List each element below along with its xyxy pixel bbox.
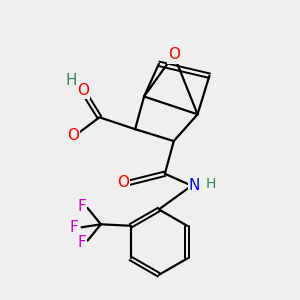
Text: F: F xyxy=(70,220,79,235)
Text: O: O xyxy=(67,128,79,142)
Text: N: N xyxy=(189,178,200,193)
Text: O: O xyxy=(117,175,129,190)
Text: O: O xyxy=(77,83,89,98)
Text: H: H xyxy=(65,73,77,88)
Text: F: F xyxy=(77,199,86,214)
Text: O: O xyxy=(168,47,180,62)
Text: H: H xyxy=(206,177,216,191)
Text: F: F xyxy=(77,235,86,250)
